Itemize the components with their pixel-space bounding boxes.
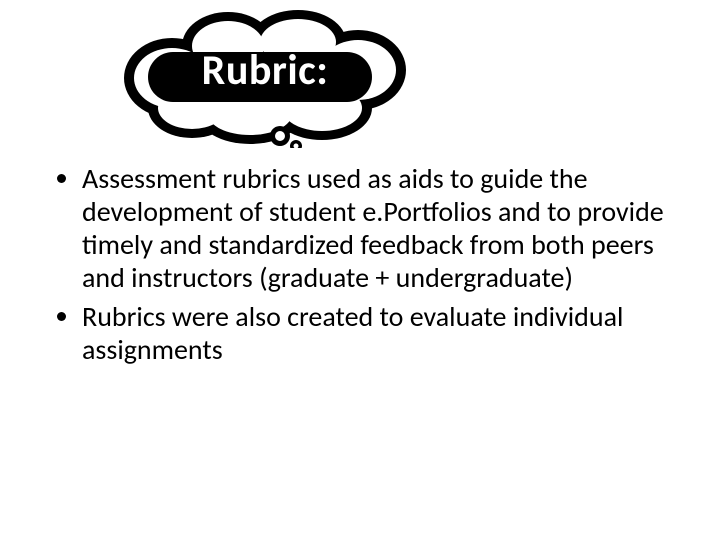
cloud-title: Rubric:	[110, 50, 420, 92]
cloud-callout: Rubric:	[110, 8, 420, 148]
list-item: Assessment rubrics used as aids to guide…	[82, 162, 666, 294]
slide: Rubric: Assessment rubrics used as aids …	[0, 0, 720, 540]
list-item: Rubrics were also created to evaluate in…	[82, 300, 666, 366]
bullet-list: Assessment rubrics used as aids to guide…	[54, 162, 666, 366]
body-content: Assessment rubrics used as aids to guide…	[54, 162, 666, 372]
